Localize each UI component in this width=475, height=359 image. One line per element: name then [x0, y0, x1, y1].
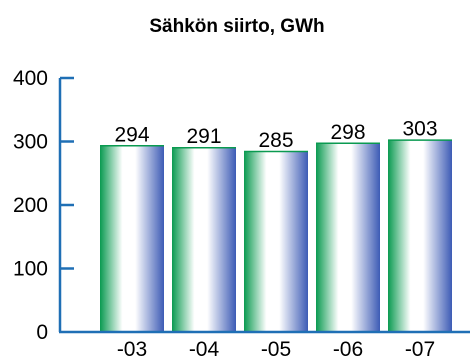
y-tick-label-100: 100 [13, 258, 48, 281]
y-tick-label-300: 300 [13, 131, 48, 154]
data-label--07: 303 [402, 118, 437, 141]
x-tick-label--04: -04 [189, 338, 220, 359]
y-axis: 0 100 200 300 400 [13, 67, 74, 344]
x-tick-label--06: -06 [333, 338, 363, 359]
x-tick-label--07: -07 [405, 338, 435, 359]
data-label--05: 285 [258, 129, 293, 152]
chart-title: Sähkön siirto, GWh [149, 16, 324, 37]
y-tick-label-400: 400 [13, 67, 48, 90]
bar--06 [316, 142, 380, 332]
data-labels-layer: 294 291 285 298 303 [114, 118, 437, 152]
bars-layer [100, 139, 452, 332]
bar--03 [100, 145, 164, 332]
x-axis: -03 -04 -05 -06 -07 [59, 330, 470, 359]
bar--07 [388, 139, 452, 332]
x-tick-label--05: -05 [261, 338, 291, 359]
y-tick-label-0: 0 [36, 321, 48, 344]
data-label--06: 298 [330, 121, 365, 144]
data-label--04: 291 [186, 125, 221, 148]
x-tick-label--03: -03 [117, 338, 147, 359]
bar--05 [244, 151, 308, 332]
y-tick-label-200: 200 [13, 194, 48, 217]
bar--04 [172, 147, 236, 332]
data-label--03: 294 [114, 123, 149, 146]
